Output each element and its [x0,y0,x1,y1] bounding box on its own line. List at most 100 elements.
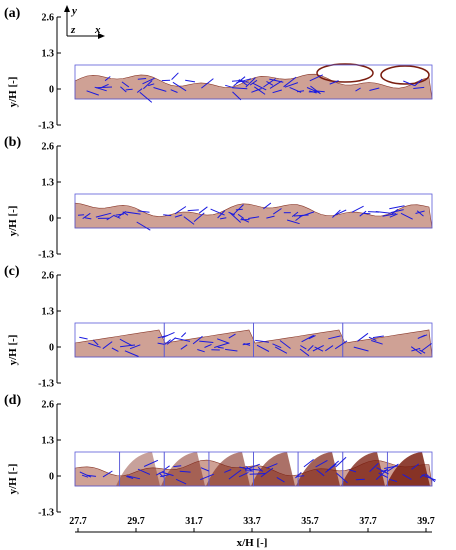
velocity-vector [410,346,422,355]
velocity-vector [411,347,421,352]
velocity-vector [179,470,191,473]
velocity-vector [185,79,196,83]
velocity-vector [357,332,369,342]
velocity-vector [214,342,229,348]
velocity-vector [266,463,278,469]
velocity-vector [129,344,141,350]
y-tick-label: 0 [49,85,54,96]
velocity-vector [236,78,252,84]
velocity-vector [114,215,121,219]
panel-1: (a) 2.6 1.3 0 -1.3 y/H [-] [4,6,433,132]
velocity-vector [291,211,299,217]
velocity-vector [325,345,334,352]
velocity-vector [390,209,404,214]
mixed-phase-region [341,452,385,486]
velocity-vector [229,212,242,223]
vortex-region [316,63,374,83]
y-tick-label: 2.6 [42,142,55,153]
velocity-vector [249,473,266,475]
panel-label: (a) [4,6,21,21]
y-tick-label: 2.6 [42,271,55,282]
velocity-vector [355,87,361,92]
velocity-vector [335,456,347,468]
mixed-phase-region [296,452,340,486]
velocity-vector [240,218,250,223]
velocity-vector [160,474,169,478]
velocity-vector [142,77,155,85]
velocity-vector [328,335,341,340]
velocity-vector [272,343,282,349]
velocity-vector [382,213,397,217]
velocity-vector [238,79,248,86]
mixed-phase-region [161,452,205,486]
velocity-vector [238,80,249,83]
domain-box [342,322,433,358]
velocity-vector [86,90,99,96]
coord-y-label: y [70,5,77,17]
velocity-vector [158,472,164,478]
velocity-vector [276,476,285,483]
velocity-vector [157,342,165,345]
velocity-vector [249,79,258,86]
velocity-vector [306,87,320,94]
x-tick-label: 35.7 [301,516,319,527]
velocity-vector [143,459,159,467]
velocity-vector [263,202,272,210]
velocity-vector [371,340,383,345]
velocity-vector [224,469,232,473]
velocity-vector [163,214,172,217]
y-tick-label: 2.6 [42,13,55,24]
mixed-phase-region [386,452,430,486]
velocity-vector [84,217,92,220]
velocity-vector [126,475,134,479]
panel-3: (c) 2.6 1.3 0 -1.3 y/H [-] [4,264,433,390]
velocity-vector [255,339,269,343]
velocity-vector [421,343,432,352]
velocity-vector [174,337,191,342]
velocity-vector [120,86,127,93]
velocity-vector [314,346,324,352]
velocity-vector [79,336,88,340]
velocity-vector [369,462,379,472]
velocity-vector [187,209,199,212]
mixed-phase-region [251,452,295,486]
velocity-vector [92,339,99,346]
mixed-phase-region [116,452,160,486]
panel-label: (c) [4,264,20,279]
velocity-vector [217,210,226,219]
velocity-vector [284,82,299,88]
velocity-vector [273,208,282,215]
velocity-vector [106,214,115,221]
velocity-vector [388,478,398,482]
x-tick-label: 39.7 [417,516,435,527]
velocity-vector [309,74,324,82]
velocity-vector [204,343,212,348]
y-tick-label: 1.3 [42,49,55,60]
velocity-vector [228,469,242,480]
velocity-vector [248,216,260,219]
velocity-vector [192,335,203,345]
velocity-vector [136,88,143,93]
velocity-vector [162,471,174,477]
velocity-vector [386,463,399,472]
velocity-vector [200,467,209,472]
velocity-vector [181,332,187,338]
velocity-vector [411,463,420,470]
velocity-vector [172,81,187,92]
velocity-vector [309,90,317,94]
velocity-vector [421,474,436,481]
velocity-vector [400,212,413,220]
velocity-vector [279,340,291,349]
velocity-vector [171,72,179,80]
velocity-vector [269,78,284,83]
velocity-vector [376,467,389,475]
velocity-vector [104,76,111,82]
y-tick-label: 0 [49,472,54,483]
velocity-vector [166,337,177,345]
coordinate-indicator: y z x [64,5,105,39]
velocity-vector [238,471,249,478]
velocity-vector [137,78,147,80]
x-tick-label: 27.7 [69,516,87,527]
velocity-vector [164,339,171,345]
